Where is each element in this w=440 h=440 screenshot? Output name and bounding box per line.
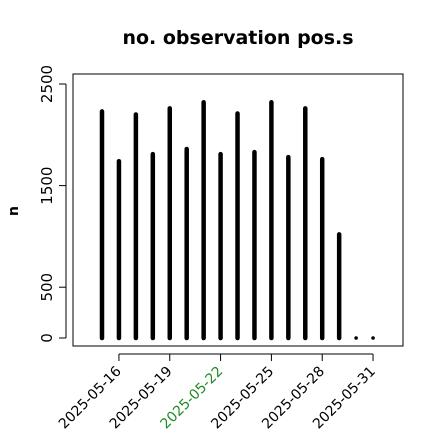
bars-group	[99, 100, 375, 341]
x-ticks-group: 2025-05-162025-05-192025-05-222025-05-25…	[56, 354, 379, 432]
y-tick-label-500: 500	[38, 273, 56, 302]
y-ticks-group: 0 500 1500 2500	[38, 65, 66, 343]
y-axis-label: n	[6, 206, 22, 216]
y-tick-label-2500: 2500	[38, 65, 56, 103]
y-tick-label-1500: 1500	[38, 167, 56, 205]
chart-title: no. observation pos.s	[122, 27, 353, 49]
plot-frame	[72, 73, 404, 347]
bar-2025-05-31	[371, 336, 375, 340]
bar-2025-05-30	[354, 336, 358, 340]
y-tick-label-0: 0	[38, 333, 56, 343]
